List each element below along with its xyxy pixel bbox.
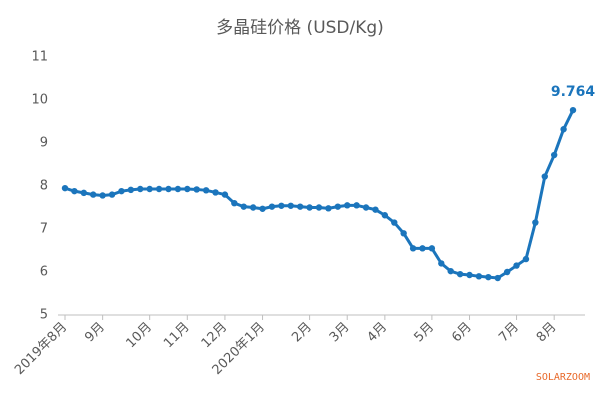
point <box>118 187 125 195</box>
x-tick-label: 12月 <box>199 320 230 351</box>
point <box>494 274 501 282</box>
point <box>99 192 106 199</box>
point <box>231 200 238 207</box>
point <box>438 260 445 267</box>
point <box>409 245 417 252</box>
y-tick-label: 9 <box>40 136 48 151</box>
point <box>108 191 116 198</box>
point <box>419 245 426 252</box>
y-tick-label: 7 <box>40 222 48 237</box>
point <box>550 151 558 159</box>
point <box>61 184 69 192</box>
point <box>334 203 342 210</box>
point <box>146 185 153 193</box>
line <box>64 109 575 280</box>
x-tick-label: 6月 <box>449 320 475 346</box>
x-tick-label: 3月 <box>327 320 353 346</box>
point <box>400 230 407 237</box>
point <box>249 204 257 211</box>
point <box>184 185 191 193</box>
point <box>202 187 210 194</box>
point <box>541 173 548 180</box>
x-tick-label: 7月 <box>496 320 522 346</box>
x-tick-label: 11月 <box>161 320 192 351</box>
point <box>456 270 464 278</box>
point <box>372 206 379 213</box>
y-tick-label: 6 <box>40 265 48 280</box>
point <box>221 191 229 198</box>
point <box>513 262 520 269</box>
point <box>240 203 247 210</box>
point <box>278 202 285 209</box>
point <box>315 204 323 211</box>
point <box>522 255 530 263</box>
x-tick-label: 10月 <box>123 320 154 351</box>
point <box>503 268 511 276</box>
point <box>80 189 88 197</box>
x-tick-label: 8月 <box>534 320 560 346</box>
point <box>155 185 163 193</box>
point <box>325 205 332 212</box>
point <box>137 185 144 193</box>
point <box>259 205 266 212</box>
x-tick-label: 2月 <box>289 320 315 346</box>
watermark: SOLARZOOM <box>536 372 590 383</box>
point <box>485 273 492 281</box>
point <box>362 204 370 211</box>
point <box>569 106 577 114</box>
point <box>428 245 436 252</box>
point <box>353 202 360 209</box>
point <box>212 189 219 196</box>
point <box>475 273 483 280</box>
point <box>466 271 473 279</box>
point <box>268 203 276 210</box>
y-tick-label: 5 <box>40 308 48 323</box>
y-tick-label: 11 <box>31 50 48 65</box>
x-tick-label: 2019年8月 <box>12 320 70 378</box>
point <box>193 186 200 193</box>
point <box>174 185 182 193</box>
x-tick-label: 4月 <box>365 320 391 346</box>
point <box>447 267 454 275</box>
point <box>344 202 351 209</box>
point <box>381 212 389 219</box>
point <box>306 204 313 211</box>
point <box>296 203 304 210</box>
y-tick-label: 10 <box>31 93 48 108</box>
point <box>391 219 398 226</box>
value-label: 9.764 <box>551 84 596 100</box>
chart-title: 多晶硅价格 (USD/Kg) <box>216 18 384 38</box>
point <box>90 191 97 198</box>
point <box>127 186 135 194</box>
point <box>287 202 294 209</box>
x-tick-label: 5月 <box>412 320 438 346</box>
point <box>165 185 172 193</box>
y-tick-label: 8 <box>40 179 48 194</box>
point <box>71 187 78 195</box>
x-tick-label: 9月 <box>82 320 108 346</box>
point <box>532 219 539 226</box>
point <box>560 126 567 133</box>
